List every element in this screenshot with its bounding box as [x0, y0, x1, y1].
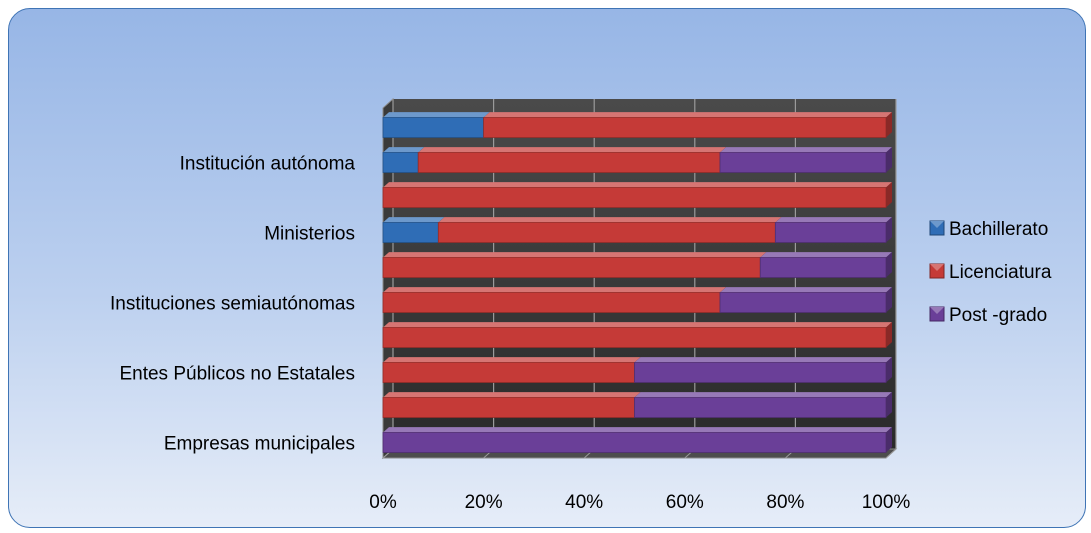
bar-top-face [383, 427, 892, 433]
bar-front-face [719, 152, 887, 173]
bar-front-face [483, 117, 887, 138]
bar-front-face [634, 397, 887, 418]
bar-end-face [886, 392, 892, 418]
bar-segment-post-grado [382, 427, 892, 453]
bar-end-face [886, 252, 892, 278]
bar-segment-post-grado [719, 287, 892, 313]
legend-item: Post -grado [929, 305, 1047, 326]
bar-top-face [383, 217, 445, 223]
bar-segment-post-grado [634, 392, 892, 418]
bar-front-face [382, 257, 761, 278]
category-label: Ministerios [264, 224, 355, 245]
bar-top-face [383, 252, 767, 258]
x-tick-label: 60% [666, 492, 704, 513]
x-tick-label: 40% [565, 492, 603, 513]
bar-top-face [634, 357, 892, 363]
legend-swatch-highlight [930, 307, 944, 314]
bar-top-face [383, 322, 892, 328]
bar-end-face [886, 112, 892, 138]
bar-front-face [437, 222, 776, 243]
legend-item: Licenciatura [929, 262, 1052, 283]
bar-end-face [886, 287, 892, 313]
bar-front-face [759, 257, 887, 278]
legend-swatch-highlight [930, 264, 944, 271]
bar-top-face [483, 112, 892, 118]
bar-front-face [382, 152, 419, 173]
bar-segment-licenciatura [382, 252, 767, 278]
bar-segment-bachillerato [382, 112, 490, 138]
legend-swatch-highlight [930, 221, 944, 228]
bar-front-face [382, 292, 721, 313]
category-label: Empresas municipales [164, 434, 355, 455]
bar-top-face [383, 147, 425, 153]
bar-top-face [383, 182, 892, 188]
bar-segment-bachillerato [382, 217, 445, 243]
bar-segment-licenciatura [382, 357, 641, 383]
bar-top-face [438, 217, 782, 223]
bar-front-face [382, 362, 635, 383]
bar-front-face [634, 362, 887, 383]
bar-segment-licenciatura [437, 217, 782, 243]
bar-segment-licenciatura [417, 147, 727, 173]
bar-end-face [886, 217, 892, 243]
bar-end-face [886, 322, 892, 348]
bar-front-face [382, 187, 887, 208]
category-label: Entes Públicos no Estatales [119, 364, 355, 385]
bar-segment-licenciatura [382, 322, 892, 348]
bar-end-face [886, 357, 892, 383]
legend-label: Licenciatura [949, 262, 1052, 283]
category-label: Instituciones semiautónomas [110, 294, 355, 315]
bar-front-face [382, 397, 635, 418]
category-label: Institución autónoma [180, 154, 356, 175]
x-tick-label: 100% [862, 492, 911, 513]
bar-end-face [886, 182, 892, 208]
x-tick-label: 0% [369, 492, 397, 513]
bar-top-face [720, 147, 892, 153]
bar-top-face [383, 392, 641, 398]
bar-front-face [719, 292, 887, 313]
bar-front-face [382, 222, 439, 243]
bar-front-face [417, 152, 721, 173]
bar-end-face [886, 427, 892, 453]
bar-top-face [760, 252, 892, 258]
legend-label: Post -grado [949, 305, 1047, 326]
bar-top-face [383, 357, 641, 363]
bar-end-face [886, 147, 892, 173]
bar-front-face [382, 327, 887, 348]
bar-top-face [634, 392, 892, 398]
bar-top-face [383, 112, 490, 118]
bar-front-face [774, 222, 887, 243]
legend-label: Bachillerato [949, 219, 1048, 240]
bar-segment-licenciatura [382, 182, 892, 208]
bar-segment-post-grado [719, 147, 892, 173]
legend: Bachillerato Licenciatura Post -grado [929, 219, 1052, 326]
bar-top-face [383, 287, 727, 293]
bar-top-face [775, 217, 892, 223]
bar-segment-licenciatura [382, 392, 641, 418]
bar-segment-licenciatura [382, 287, 727, 313]
bar-top-face [418, 147, 727, 153]
bar-segment-licenciatura [483, 112, 892, 138]
bar-top-face [720, 287, 892, 293]
bar-front-face [382, 432, 887, 453]
x-tick-label: 20% [465, 492, 503, 513]
bar-segment-post-grado [634, 357, 892, 383]
bar-segment-post-grado [759, 252, 892, 278]
bar-segment-post-grado [774, 217, 892, 243]
bar-front-face [382, 117, 484, 138]
x-tick-label: 80% [766, 492, 804, 513]
legend-item: Bachillerato [929, 219, 1048, 240]
gridline-floor [885, 448, 897, 459]
